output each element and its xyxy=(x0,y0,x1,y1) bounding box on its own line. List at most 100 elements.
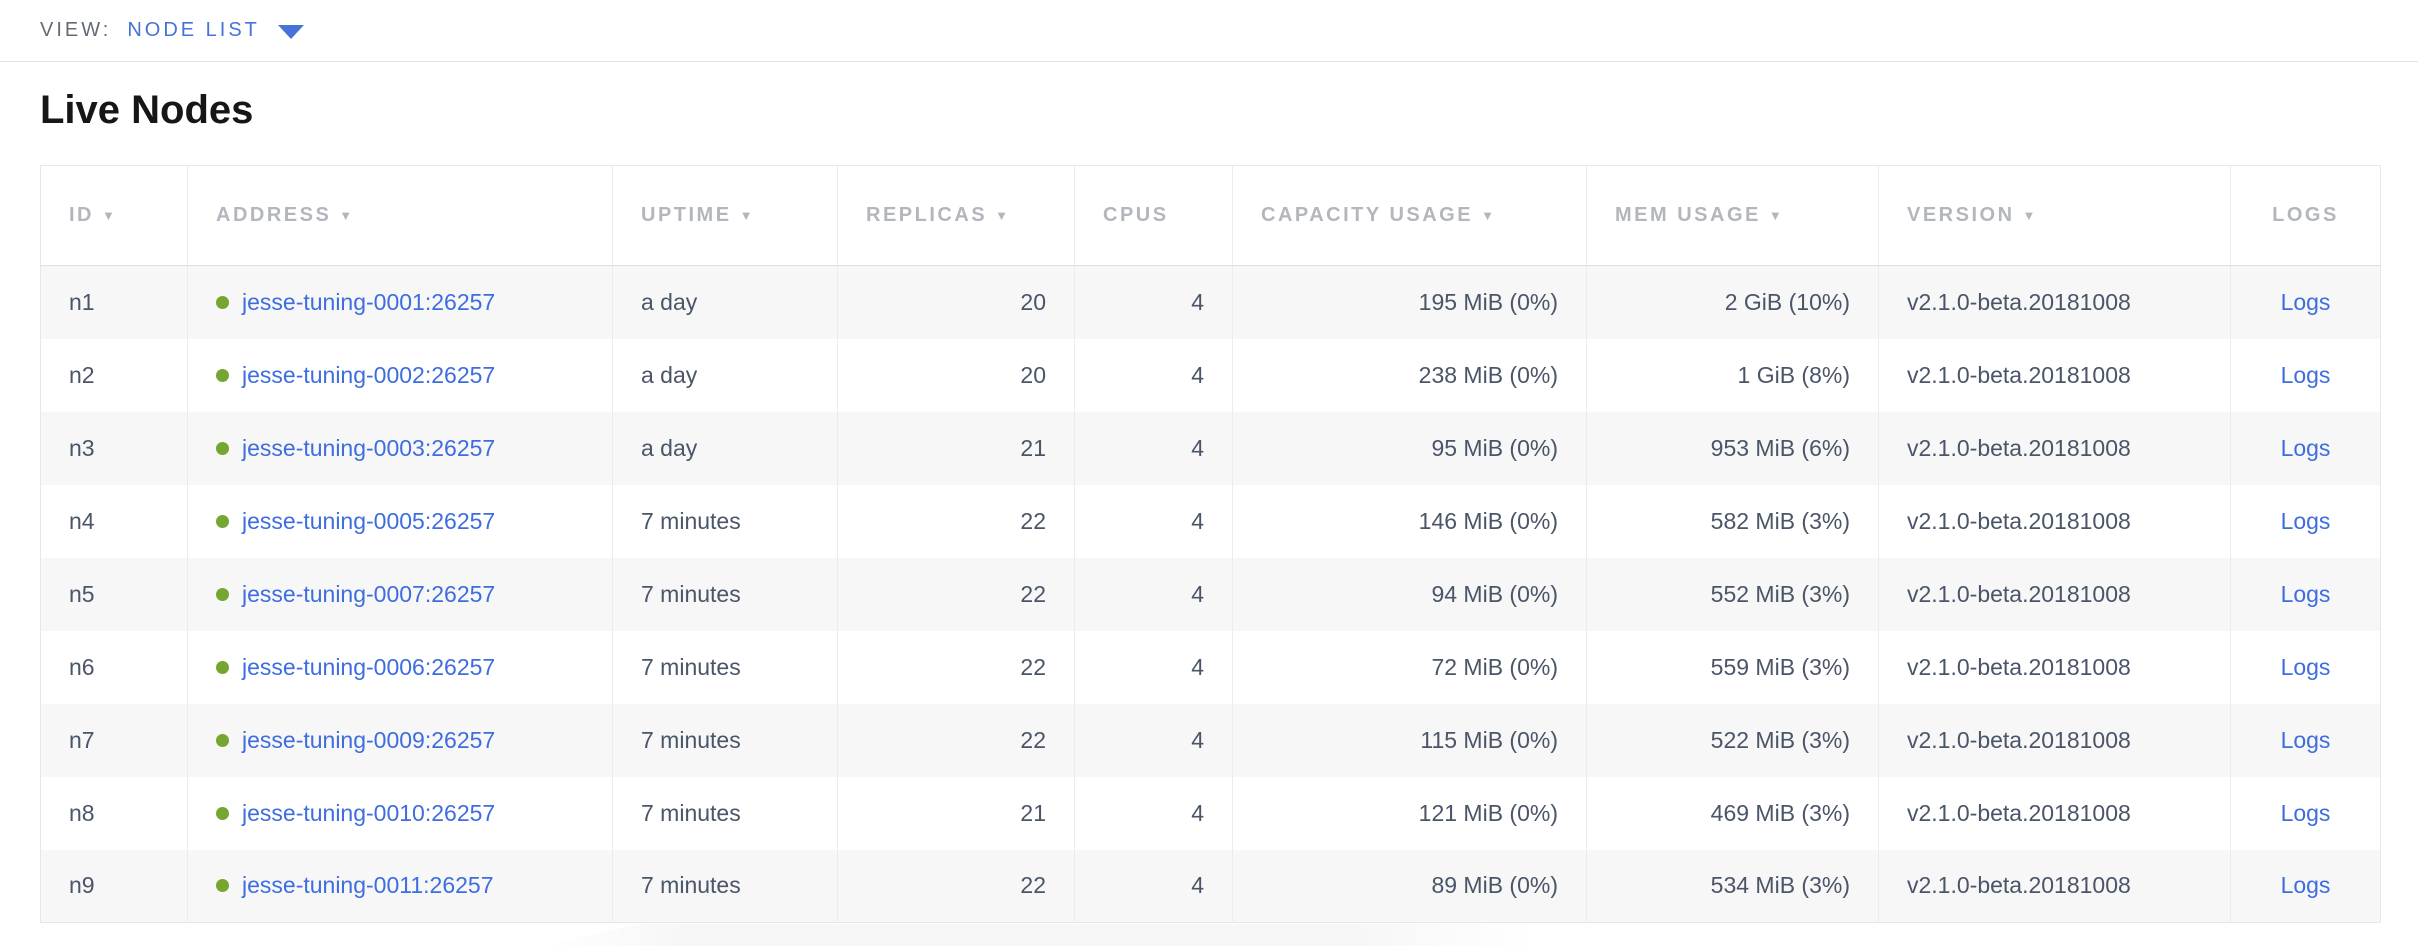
node-cpus-cell: 4 xyxy=(1074,849,1233,923)
node-address-link[interactable]: jesse-tuning-0010:26257 xyxy=(242,799,496,826)
logs-link[interactable]: Logs xyxy=(2280,872,2331,899)
column-header-label: REPLICAS xyxy=(866,204,988,226)
node-version-cell: v2.1.0-beta.20181008 xyxy=(1878,630,2231,704)
chevron-down-icon xyxy=(277,25,304,39)
node-address-link[interactable]: jesse-tuning-0007:26257 xyxy=(242,580,496,607)
node-logs-cell: Logs xyxy=(2230,703,2381,777)
node-uptime-cell: a day xyxy=(612,338,838,412)
node-replicas-cell: 22 xyxy=(837,849,1075,923)
node-address-link[interactable]: jesse-tuning-0006:26257 xyxy=(242,653,496,680)
node-healthy-dot-icon xyxy=(216,295,229,309)
live-nodes-table: ID ▼ ADDRESS ▼ UPTIME ▼ REPLICAS ▼ CPUS CAPA… xyxy=(40,165,2381,923)
node-replicas-cell: 22 xyxy=(837,630,1075,704)
node-id-cell: n9 xyxy=(69,872,95,899)
node-cpus-cell: 4 xyxy=(1074,484,1233,558)
view-select-value: NODE LIST xyxy=(127,19,260,41)
node-mem-usage-cell: 559 MiB (3%) xyxy=(1586,630,1879,704)
node-uptime-cell: 7 minutes xyxy=(612,557,838,631)
node-mem-usage-cell: 522 MiB (3%) xyxy=(1586,703,1879,777)
column-header-version[interactable]: VERSION ▼ xyxy=(1878,165,2231,266)
sort-desc-icon: ▼ xyxy=(1481,208,1497,223)
logs-link[interactable]: Logs xyxy=(2280,434,2331,461)
logs-link[interactable]: Logs xyxy=(2280,507,2331,534)
node-healthy-dot-icon xyxy=(216,660,229,674)
node-cpus-cell: 4 xyxy=(1074,557,1233,631)
node-version-cell: v2.1.0-beta.20181008 xyxy=(1878,849,2231,923)
node-logs-cell: Logs xyxy=(2230,630,2381,704)
table-row: n6 jesse-tuning-0006:26257 7 minutes 22 … xyxy=(40,630,2381,704)
node-mem-usage-cell: 552 MiB (3%) xyxy=(1586,557,1879,631)
column-header-id[interactable]: ID ▼ xyxy=(40,165,188,266)
node-version-cell: v2.1.0-beta.20181008 xyxy=(1878,776,2231,850)
column-header-label: UPTIME xyxy=(641,204,732,226)
node-address-cell: jesse-tuning-0001:26257 xyxy=(187,265,613,339)
node-address-cell: jesse-tuning-0005:26257 xyxy=(187,484,613,558)
node-id-cell: n3 xyxy=(69,434,95,461)
node-address-cell: jesse-tuning-0010:26257 xyxy=(187,776,613,850)
node-address-link[interactable]: jesse-tuning-0003:26257 xyxy=(242,434,496,461)
node-id-cell: n5 xyxy=(69,580,95,607)
node-address-link[interactable]: jesse-tuning-0001:26257 xyxy=(242,288,496,315)
node-capacity-usage-cell: 94 MiB (0%) xyxy=(1232,557,1587,631)
node-mem-usage-cell: 469 MiB (3%) xyxy=(1586,776,1879,850)
node-mem-usage-cell: 953 MiB (6%) xyxy=(1586,411,1879,485)
node-replicas-cell: 20 xyxy=(837,338,1075,412)
table-row: n8 jesse-tuning-0010:26257 7 minutes 21 … xyxy=(40,776,2381,850)
view-select-dropdown[interactable]: NODE LIST xyxy=(127,19,304,42)
logs-link[interactable]: Logs xyxy=(2280,799,2331,826)
column-header-address[interactable]: ADDRESS ▼ xyxy=(187,165,613,266)
node-version-cell: v2.1.0-beta.20181008 xyxy=(1878,411,2231,485)
node-address-cell: jesse-tuning-0011:26257 xyxy=(187,849,613,923)
node-uptime-cell: 7 minutes xyxy=(612,703,838,777)
node-logs-cell: Logs xyxy=(2230,776,2381,850)
node-uptime-cell: 7 minutes xyxy=(612,630,838,704)
node-version-cell: v2.1.0-beta.20181008 xyxy=(1878,557,2231,631)
column-header-label: ADDRESS xyxy=(216,204,332,226)
logs-link[interactable]: Logs xyxy=(2280,361,2331,388)
logs-link[interactable]: Logs xyxy=(2280,726,2331,753)
sort-desc-icon: ▼ xyxy=(1768,208,1785,223)
logs-link[interactable]: Logs xyxy=(2280,580,2331,607)
node-capacity-usage-cell: 115 MiB (0%) xyxy=(1232,703,1587,777)
table-row: n1 jesse-tuning-0001:26257 a day 20 4 19… xyxy=(40,265,2381,339)
view-label: VIEW: xyxy=(40,19,112,41)
column-header-mem-usage[interactable]: MEM USAGE ▼ xyxy=(1586,165,1879,266)
sort-desc-icon: ▼ xyxy=(739,208,755,223)
node-capacity-usage-cell: 195 MiB (0%) xyxy=(1232,265,1587,339)
logs-link[interactable]: Logs xyxy=(2280,653,2331,680)
node-replicas-cell: 20 xyxy=(837,265,1075,339)
node-version-cell: v2.1.0-beta.20181008 xyxy=(1878,484,2231,558)
node-table-body: n1 jesse-tuning-0001:26257 a day 20 4 19… xyxy=(40,265,2381,923)
node-mem-usage-cell: 582 MiB (3%) xyxy=(1586,484,1879,558)
sort-desc-icon: ▼ xyxy=(102,208,118,223)
column-header-label: MEM USAGE xyxy=(1615,204,1761,226)
node-cpus-cell: 4 xyxy=(1074,411,1233,485)
sort-desc-icon: ▼ xyxy=(339,208,355,223)
node-address-link[interactable]: jesse-tuning-0011:26257 xyxy=(242,872,494,899)
sort-desc-icon: ▼ xyxy=(2022,208,2038,223)
node-address-link[interactable]: jesse-tuning-0009:26257 xyxy=(242,726,496,753)
column-header-cpus: CPUS xyxy=(1074,165,1233,266)
table-row: n4 jesse-tuning-0005:26257 7 minutes 22 … xyxy=(40,484,2381,558)
node-address-link[interactable]: jesse-tuning-0005:26257 xyxy=(242,507,496,534)
node-id-cell: n8 xyxy=(69,799,95,826)
node-healthy-dot-icon xyxy=(216,806,229,820)
column-header-capacity-usage[interactable]: CAPACITY USAGE ▼ xyxy=(1232,165,1587,266)
node-address-cell: jesse-tuning-0007:26257 xyxy=(187,557,613,631)
node-version-cell: v2.1.0-beta.20181008 xyxy=(1878,265,2231,339)
next-section-shadow xyxy=(540,924,1540,946)
column-header-replicas[interactable]: REPLICAS ▼ xyxy=(837,165,1075,266)
node-version-cell: v2.1.0-beta.20181008 xyxy=(1878,338,2231,412)
table-row: n9 jesse-tuning-0011:26257 7 minutes 22 … xyxy=(40,849,2381,923)
table-row: n3 jesse-tuning-0003:26257 a day 21 4 95… xyxy=(40,411,2381,485)
node-capacity-usage-cell: 238 MiB (0%) xyxy=(1232,338,1587,412)
node-logs-cell: Logs xyxy=(2230,484,2381,558)
column-header-uptime[interactable]: UPTIME ▼ xyxy=(612,165,838,266)
node-replicas-cell: 22 xyxy=(837,703,1075,777)
logs-link[interactable]: Logs xyxy=(2280,288,2331,315)
column-header-label: ID xyxy=(69,204,94,226)
table-row: n7 jesse-tuning-0009:26257 7 minutes 22 … xyxy=(40,703,2381,777)
node-address-cell: jesse-tuning-0009:26257 xyxy=(187,703,613,777)
node-id-cell: n6 xyxy=(69,653,95,680)
node-address-link[interactable]: jesse-tuning-0002:26257 xyxy=(242,361,496,388)
